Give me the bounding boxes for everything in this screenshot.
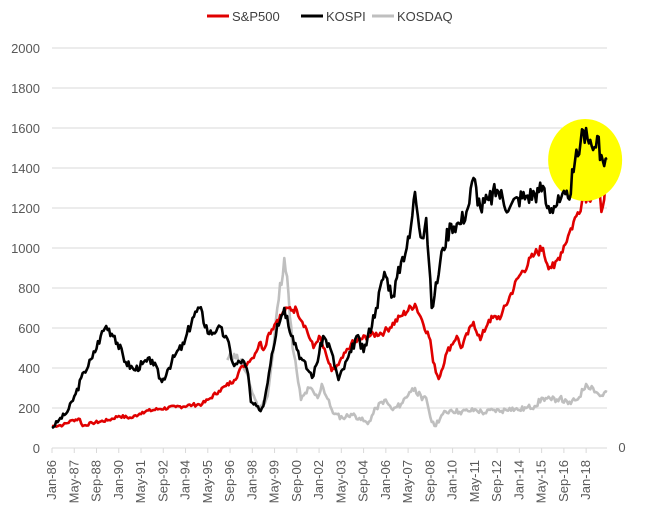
x-tick-label: Jan-98 (244, 460, 259, 500)
y-tick-label: 1000 (11, 241, 40, 256)
legend-label: KOSPI (326, 9, 366, 24)
x-tick-label: May-87 (66, 460, 81, 503)
y-tick-label: 1400 (11, 161, 40, 176)
x-tick-label: May-07 (400, 460, 415, 503)
x-axis: Jan-86 May-87 Sep-88 Jan-90 May-91 Sep-92 Jan-… (44, 448, 593, 503)
highlight-ellipse (548, 119, 623, 201)
secondary-y-tick-label: 0 (618, 440, 625, 455)
x-tick-label: Jan-10 (445, 460, 460, 500)
x-tick-label: Sep-96 (222, 460, 237, 502)
series-line-kosdaq (226, 256, 608, 428)
x-tick-label: Sep-16 (556, 460, 571, 502)
x-tick-label: May-15 (534, 460, 549, 503)
series-line-sp500 (51, 173, 609, 428)
y-tick-label: 200 (18, 401, 40, 416)
y-tick-label: 1200 (11, 201, 40, 216)
x-tick-label: May-95 (200, 460, 215, 503)
x-tick-label: Sep-04 (356, 460, 371, 502)
legend-label: KOSDAQ (397, 9, 453, 24)
gridlines (52, 47, 607, 449)
x-tick-label: Jan-90 (111, 460, 126, 500)
x-tick-label: Jan-06 (378, 460, 393, 500)
x-tick-label: Jan-86 (44, 460, 59, 500)
x-tick-label: Sep-12 (489, 460, 504, 502)
x-tick-label: Jan-02 (311, 460, 326, 500)
y-tick-label: 600 (18, 321, 40, 336)
series-line-kospi (51, 126, 608, 430)
series-lines (51, 173, 609, 428)
y-tick-label: 2000 (11, 41, 40, 56)
y-tick-label: 1600 (11, 121, 40, 136)
x-tick-label: May-99 (267, 460, 282, 503)
x-tick-label: May-03 (333, 460, 348, 503)
x-tick-label: May-91 (133, 460, 148, 503)
legend-label: S&P500 (232, 9, 280, 24)
x-tick-label: Jan-14 (511, 460, 526, 500)
y-tick-label: 400 (18, 361, 40, 376)
y-tick-label: 1800 (11, 81, 40, 96)
legend: S&P500 KOSPI KOSDAQ (207, 9, 453, 24)
x-tick-label: Sep-00 (289, 460, 304, 502)
x-tick-label: May-11 (467, 460, 482, 502)
y-tick-label: 0 (33, 441, 40, 456)
y-tick-label: 800 (18, 281, 40, 296)
x-tick-label: Sep-92 (155, 460, 170, 502)
x-tick-label: Sep-08 (422, 460, 437, 502)
x-tick-label: Jan-18 (578, 460, 593, 500)
x-tick-label: Sep-88 (89, 460, 104, 502)
highlight-layer (548, 119, 623, 201)
x-tick-label: Jan-94 (178, 460, 193, 500)
series-top-layer (51, 126, 608, 430)
